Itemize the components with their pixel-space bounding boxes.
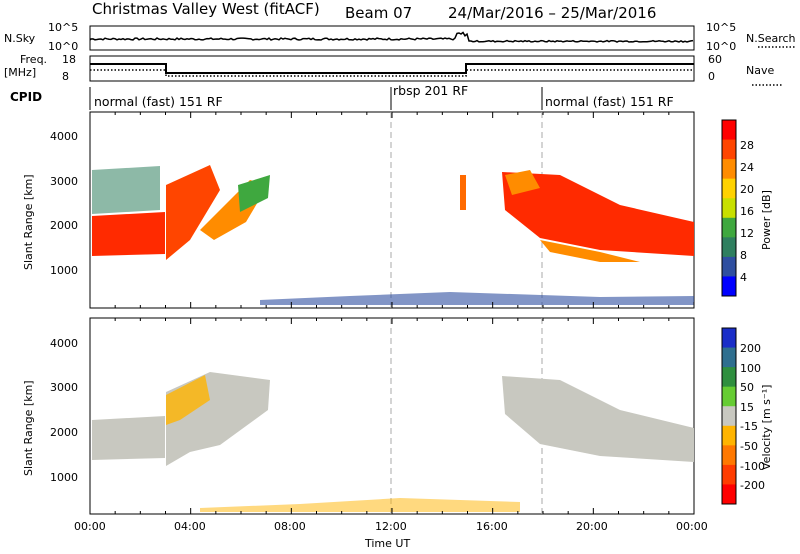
power-cb-step: [722, 198, 736, 219]
velocity-ground-scatter: [200, 498, 520, 512]
velocity-cb-step: [722, 367, 736, 388]
noise-trace: [89, 31, 694, 43]
noise-panel: N.Sky 10^5 10^0 10^5 10^0 N.Search: [4, 21, 796, 53]
cpid-mode-3: normal (fast) 151 RF: [545, 94, 674, 109]
power-cb-step: [722, 120, 736, 141]
velocity-region-1: [92, 416, 165, 460]
noise-right-label: N.Search: [746, 32, 796, 45]
velocity-cb-step: [722, 484, 736, 505]
velocity-ytick-4000: 4000: [50, 337, 78, 350]
power-region-3: [460, 175, 466, 210]
xtick-12: 12:00: [375, 520, 407, 533]
power-cb-step: [722, 159, 736, 180]
velocity-region-2-orange: [166, 375, 210, 425]
nave-label: Nave: [746, 64, 774, 77]
xtick-16: 16:00: [476, 520, 508, 533]
freq-label-1: Freq.: [20, 53, 47, 66]
power-panel: Slant Range [km] 1000 2000 3000 4000: [22, 111, 695, 309]
cpid-mode-2: rbsp 201 RF: [393, 83, 468, 98]
velocity-ytick-3000: 3000: [50, 381, 78, 394]
velocity-ylabel: Slant Range [km]: [22, 380, 35, 476]
freq-label-2: [MHz]: [4, 66, 36, 79]
power-ylabel: Slant Range [km]: [22, 174, 35, 270]
power-cb-tick-4: 4: [740, 271, 747, 284]
velocity-cb-step: [722, 347, 736, 368]
noise-right-tick-top: 10^5: [706, 21, 736, 34]
vel-cb-tick-neg50: -50: [740, 440, 758, 453]
power-cb-step: [722, 237, 736, 258]
power-cb-step: [722, 256, 736, 277]
power-cb-tick-20: 20: [740, 183, 754, 196]
power-region-2: [166, 165, 220, 260]
power-cb-tick-16: 16: [740, 205, 754, 218]
vel-cb-tick-50: 50: [740, 381, 754, 394]
nave-trace: [90, 69, 694, 77]
freq-tick-bottom: 8: [62, 70, 69, 83]
velocity-cb-step: [722, 445, 736, 466]
noise-right-tick-bottom: 10^0: [706, 40, 736, 53]
power-region-4-upper: [505, 170, 540, 195]
x-axis-label: Time UT: [364, 537, 410, 550]
power-region-2-green: [238, 175, 270, 212]
velocity-cb-step: [722, 386, 736, 407]
noise-left-tick-bottom: 10^0: [48, 40, 78, 53]
beam-label: Beam 07: [345, 4, 412, 22]
velocity-cb-step: [722, 328, 736, 349]
freq-trace: [90, 63, 694, 74]
noise-left-tick-top: 10^5: [48, 21, 78, 34]
freq-panel: Freq. [MHz] 18 8 60 0 Nave: [4, 53, 782, 86]
power-ytick-2000: 2000: [50, 219, 78, 232]
vel-cb-tick-15: 15: [740, 401, 754, 414]
power-ytick-3000: 3000: [50, 175, 78, 188]
vel-cb-tick-neg100: -100: [740, 460, 765, 473]
velocity-cb-step: [722, 464, 736, 485]
power-region-4-lower: [540, 240, 640, 262]
power-region-1-top: [92, 166, 160, 214]
xtick-0: 00:00: [74, 520, 106, 533]
power-ground-scatter: [260, 292, 694, 305]
velocity-cb-step: [722, 425, 736, 446]
velocity-ytick-2000: 2000: [50, 426, 78, 439]
vel-cb-tick-neg200: -200: [740, 479, 765, 492]
power-ytick-4000: 4000: [50, 130, 78, 143]
vel-cb-tick-neg15: -15: [740, 420, 758, 433]
power-cb-step: [722, 178, 736, 199]
cpid-panel: CPID normal (fast) 151 RF rbsp 201 RF no…: [10, 83, 674, 110]
power-cb-label: Power [dB]: [760, 190, 773, 250]
nave-tick-top: 60: [708, 53, 722, 66]
velocity-ytick-1000: 1000: [50, 471, 78, 484]
xtick-24: 00:00: [676, 520, 708, 533]
power-cb-step: [722, 276, 736, 297]
power-cb-tick-28: 28: [740, 139, 754, 152]
vel-cb-tick-200: 200: [740, 342, 761, 355]
velocity-cb-step: [722, 406, 736, 427]
power-ytick-1000: 1000: [50, 264, 78, 277]
freq-tick-top: 18: [62, 53, 76, 66]
power-region-1: [92, 212, 165, 256]
vel-cb-label: Velocity [m s⁻¹]: [760, 385, 773, 470]
noise-left-label: N.Sky: [4, 32, 36, 45]
date-range: 24/Mar/2016 – 25/Mar/2016: [448, 4, 656, 22]
power-cb-tick-12: 12: [740, 227, 754, 240]
velocity-panel: Slant Range [km] 1000 2000 3000 4000: [22, 317, 695, 515]
x-axis: 00:00 04:00 08:00 12:00 16:00 20:00 00:0…: [74, 112, 708, 550]
velocity-region-3: [502, 376, 694, 462]
power-cb-step: [722, 139, 736, 160]
cpid-label: CPID: [10, 90, 42, 104]
station-title: Christmas Valley West (fitACF): [92, 0, 320, 18]
xtick-20: 20:00: [576, 520, 608, 533]
xtick-8: 08:00: [274, 520, 306, 533]
power-colorbar: 28 24 20 16 12 8 4 Power [dB]: [721, 119, 773, 297]
power-cb-tick-24: 24: [740, 161, 754, 174]
nave-tick-bottom: 0: [708, 70, 715, 83]
power-cb-tick-8: 8: [740, 249, 747, 262]
power-region-4: [502, 172, 694, 256]
vel-cb-tick-100: 100: [740, 362, 761, 375]
power-cb-step: [722, 217, 736, 238]
velocity-colorbar: 200 100 50 15 -15 -50 -100 -200 Velocity…: [721, 327, 773, 505]
cpid-mode-1: normal (fast) 151 RF: [94, 94, 223, 109]
xtick-4: 04:00: [174, 520, 206, 533]
